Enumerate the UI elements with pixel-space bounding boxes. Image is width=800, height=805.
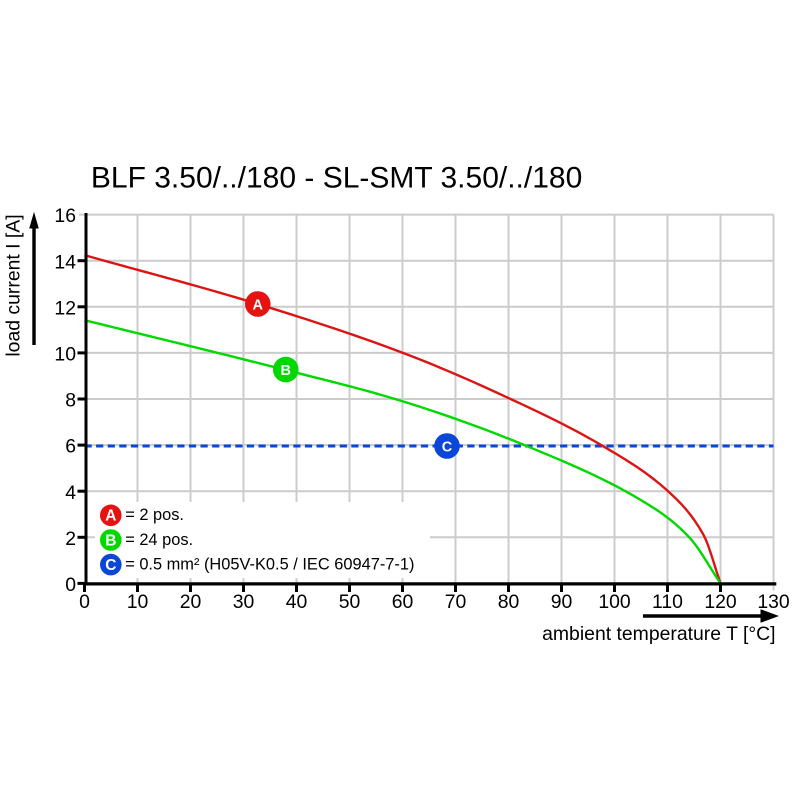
svg-text:40: 40 <box>286 591 308 613</box>
svg-text:= 24 pos.: = 24 pos. <box>125 531 193 549</box>
svg-text:load current I [A]: load current I [A] <box>2 214 24 356</box>
svg-text:6: 6 <box>65 436 76 458</box>
svg-text:16: 16 <box>54 205 76 227</box>
svg-text:80: 80 <box>498 591 520 613</box>
svg-text:10: 10 <box>54 344 76 366</box>
svg-text:B: B <box>281 363 291 379</box>
svg-text:0: 0 <box>79 591 90 613</box>
svg-text:100: 100 <box>598 591 631 613</box>
svg-text:C: C <box>442 440 453 456</box>
svg-text:50: 50 <box>339 591 361 613</box>
svg-text:= 0.5 mm² (H05V-K0.5 / IEC 609: = 0.5 mm² (H05V-K0.5 / IEC 60947-7-1) <box>125 555 414 573</box>
svg-text:20: 20 <box>180 591 202 613</box>
svg-text:2: 2 <box>65 528 76 550</box>
svg-text:= 2 pos.: = 2 pos. <box>125 506 184 524</box>
svg-text:120: 120 <box>704 591 737 613</box>
svg-text:130: 130 <box>757 591 790 613</box>
svg-text:30: 30 <box>233 591 255 613</box>
svg-text:B: B <box>105 532 116 549</box>
svg-text:A: A <box>105 508 116 525</box>
svg-text:A: A <box>253 298 264 314</box>
svg-text:90: 90 <box>551 591 573 613</box>
svg-text:60: 60 <box>392 591 414 613</box>
svg-text:12: 12 <box>54 297 76 319</box>
svg-text:10: 10 <box>127 591 149 613</box>
svg-text:C: C <box>105 557 116 574</box>
svg-text:4: 4 <box>65 482 76 504</box>
svg-text:70: 70 <box>445 591 467 613</box>
svg-text:0: 0 <box>65 574 76 596</box>
svg-text:ambient temperature T [°C]: ambient temperature T [°C] <box>542 623 775 645</box>
svg-text:BLF 3.50/../180 - SL-SMT 3.50/: BLF 3.50/../180 - SL-SMT 3.50/../180 <box>91 161 582 194</box>
svg-text:110: 110 <box>652 591 683 613</box>
svg-text:14: 14 <box>54 251 76 273</box>
svg-text:8: 8 <box>65 390 76 412</box>
